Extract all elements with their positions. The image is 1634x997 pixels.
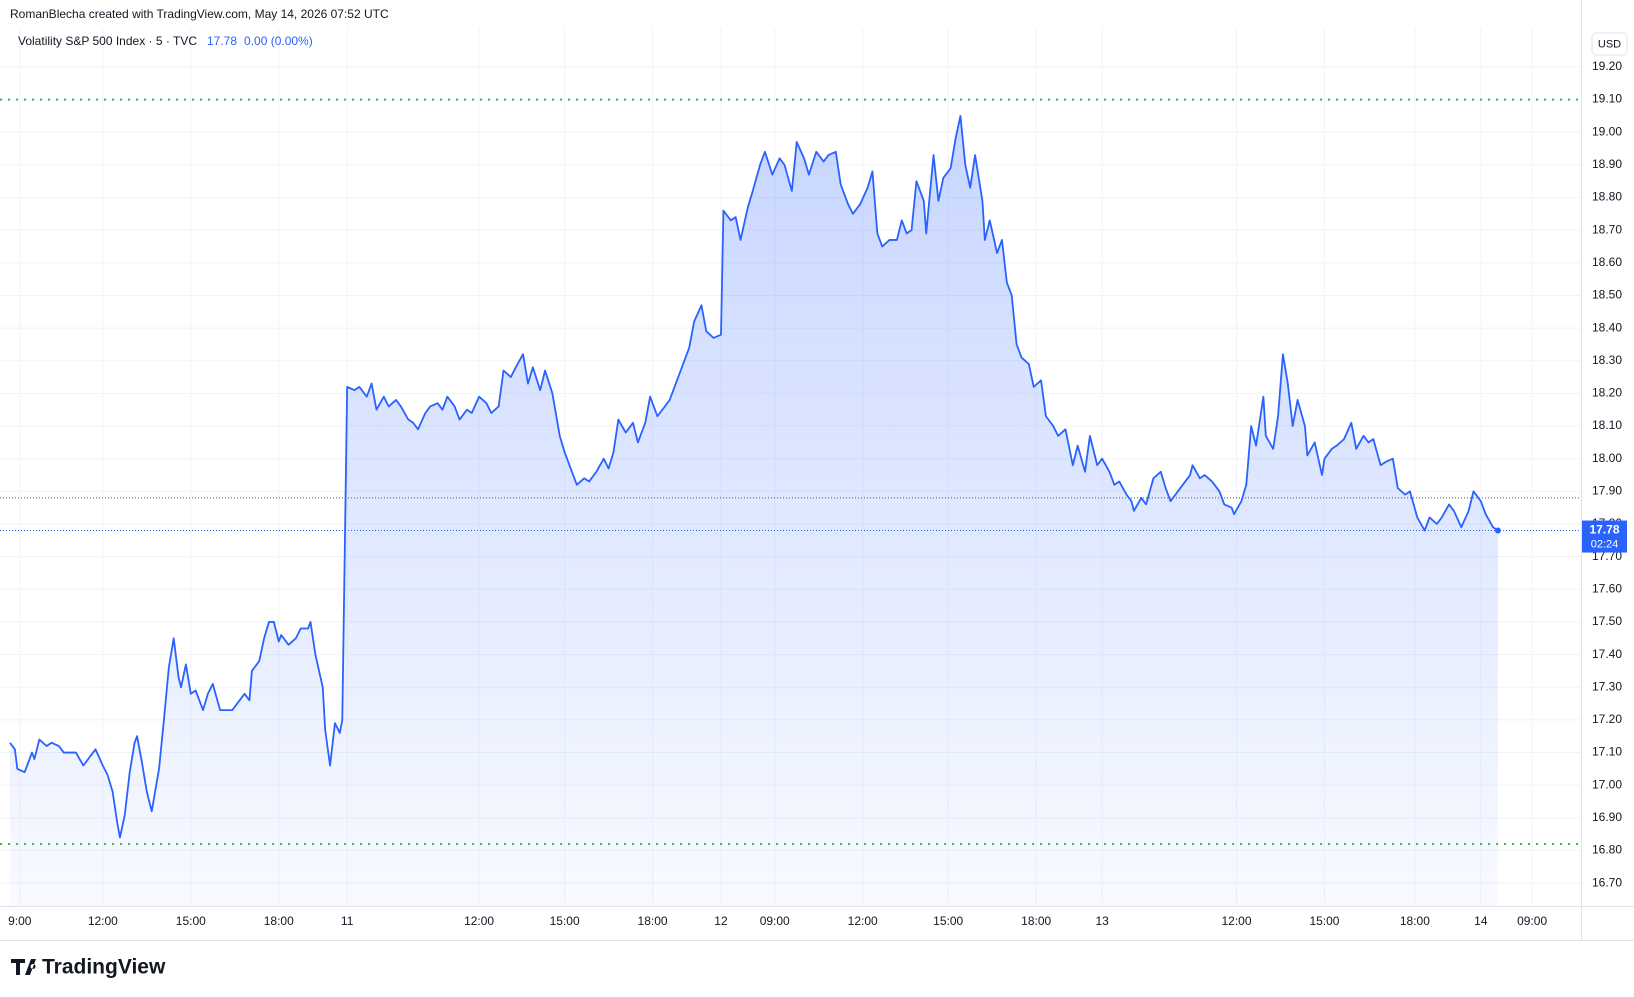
y-tick-label: 17.00: [1592, 777, 1622, 791]
last-point: [1494, 527, 1501, 534]
y-tick-label: 17.90: [1592, 484, 1622, 498]
y-tick-label: 18.90: [1592, 157, 1622, 171]
countdown-label: 02:24: [1591, 538, 1619, 550]
y-tick-label: 17.10: [1592, 745, 1622, 759]
x-tick-label: 09:00: [1517, 914, 1547, 928]
x-tick-label: 18:00: [638, 914, 668, 928]
currency-label[interactable]: USD: [1598, 38, 1621, 50]
x-tick-label: 12: [714, 914, 728, 928]
legend-last-value: 17.78: [207, 34, 237, 48]
axes: 16.70 16.80 16.90 17.00 17.10 17.20 17.30 17.40…: [8, 59, 1627, 928]
y-tick-label: 16.90: [1592, 810, 1622, 824]
x-tick-label: 18:00: [1400, 914, 1430, 928]
plot-area: [0, 98, 1581, 906]
y-tick-label: 18.40: [1592, 320, 1622, 334]
last-price-label: 17.78: [1589, 523, 1619, 537]
x-tick-label: 18:00: [1021, 914, 1051, 928]
x-tick-label: 15:00: [1309, 914, 1339, 928]
y-tick-label: 18.50: [1592, 288, 1622, 302]
y-tick-label: 18.10: [1592, 418, 1622, 432]
x-tick-label: 15:00: [176, 914, 206, 928]
price-line: [9, 114, 1499, 839]
y-tick-label: 18.20: [1592, 386, 1622, 400]
currency-button[interactable]: [1591, 32, 1628, 56]
x-tick-label: 09:00: [760, 914, 790, 928]
x-tick-label: 15:00: [933, 914, 963, 928]
logo: TradingView: [11, 956, 166, 979]
y-tick-label: 19.20: [1592, 59, 1622, 73]
x-tick-label: 9:00: [8, 914, 32, 928]
y-tick-label: 18.70: [1592, 222, 1622, 236]
y-tick-label: 17.40: [1592, 647, 1622, 661]
y-tick-label: 16.80: [1592, 843, 1622, 857]
y-tick-label: 17.60: [1592, 581, 1622, 595]
x-tick-label: 12:00: [848, 914, 878, 928]
y-tick-label: 18.80: [1592, 190, 1622, 204]
header-background: [0, 0, 1634, 28]
y-tick-label: 18.60: [1592, 255, 1622, 269]
legend-change: 0.00 (0.00%): [244, 34, 313, 48]
x-tick-label: 13: [1095, 914, 1109, 928]
x-tick-label: 15:00: [550, 914, 580, 928]
area: [10, 115, 1498, 906]
logo-text: TradingView: [42, 956, 166, 979]
x-tick-label: 18:00: [264, 914, 294, 928]
y-tick-label: 19.00: [1592, 124, 1622, 138]
x-tick-label: 12:00: [464, 914, 494, 928]
last-price-box: [1582, 520, 1627, 553]
x-tick-label: 11: [341, 914, 354, 928]
attribution: RomanBlecha created with TradingView.com…: [10, 7, 389, 21]
x-tick-label: 14: [1474, 914, 1488, 928]
y-tick-label: 17.50: [1592, 614, 1622, 628]
y-tick-label: 16.70: [1592, 875, 1622, 889]
legend-title: Volatility S&P 500 Index · 5 · TVC: [18, 34, 197, 48]
y-tick-label: 17.20: [1592, 712, 1622, 726]
x-tick-label: 12:00: [88, 914, 118, 928]
x-tick-label: 12:00: [1221, 914, 1251, 928]
logo-mark: [11, 959, 36, 975]
y-tick-label: 18.00: [1592, 451, 1622, 465]
y-tick-label: 17.30: [1592, 679, 1622, 693]
y-tick-label: 19.10: [1592, 92, 1622, 106]
y-tick-label: 18.30: [1592, 353, 1622, 367]
